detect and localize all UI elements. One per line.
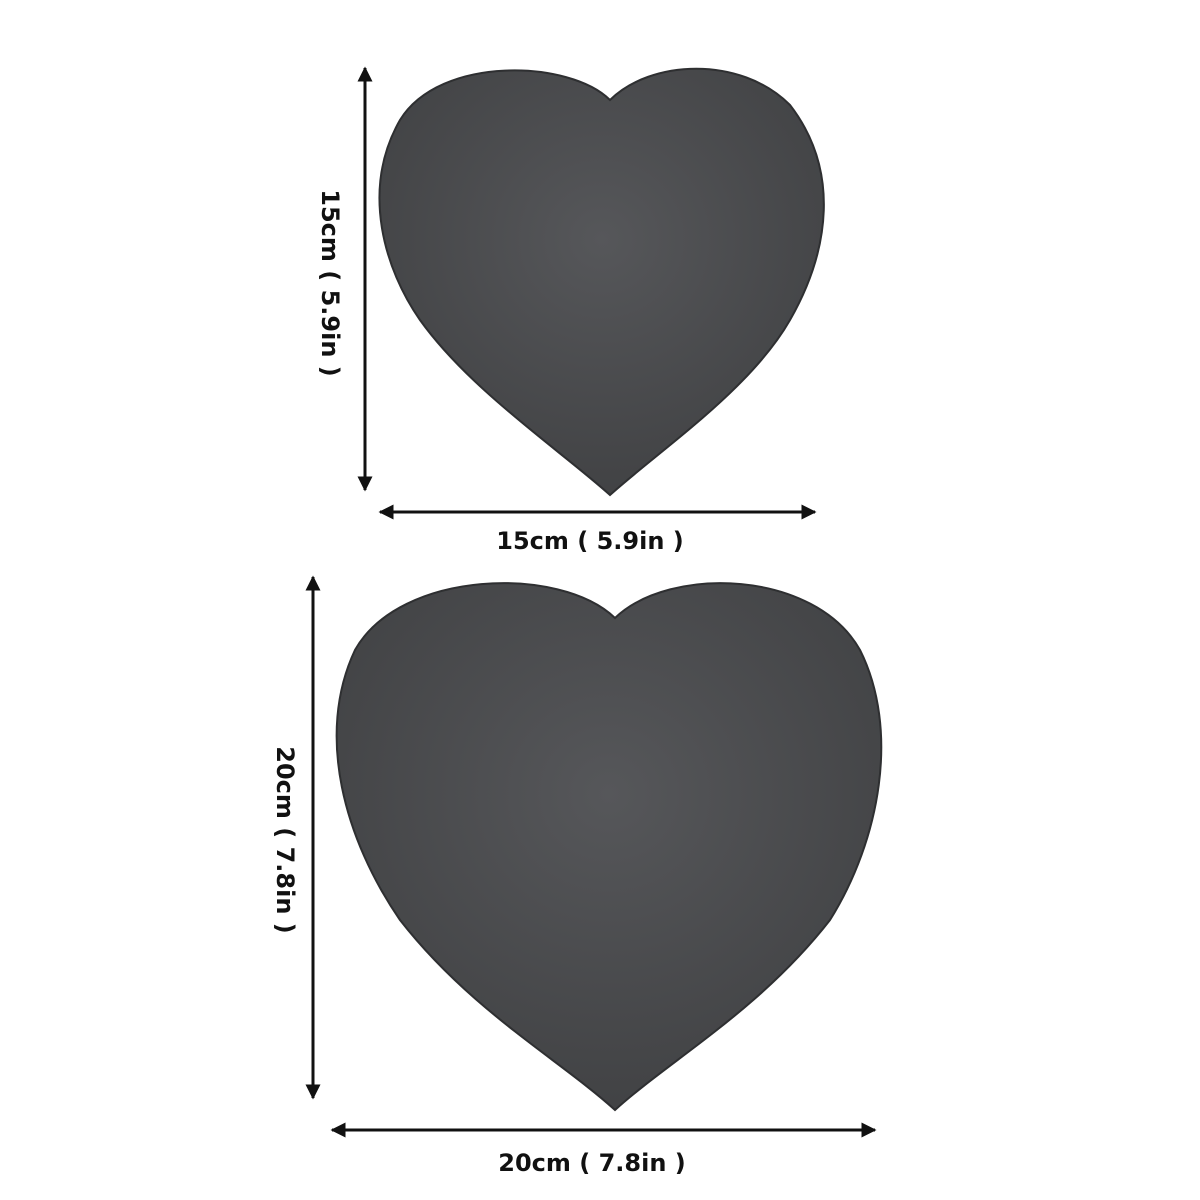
small-slate-heart (378, 67, 825, 497)
large-slate-heart (335, 582, 883, 1112)
small-width-label: 15cm ( 5.9in ) (496, 527, 684, 555)
large-height-label: 20cm ( 7.8in ) (271, 746, 299, 934)
small-height-label: 15cm ( 5.9in ) (316, 189, 344, 377)
large-width-label: 20cm ( 7.8in ) (498, 1149, 686, 1177)
